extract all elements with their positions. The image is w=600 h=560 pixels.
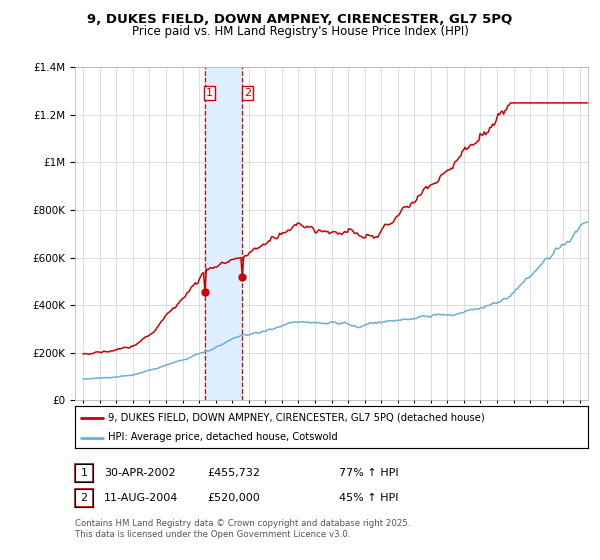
- Text: 2: 2: [244, 88, 251, 98]
- Text: Price paid vs. HM Land Registry's House Price Index (HPI): Price paid vs. HM Land Registry's House …: [131, 25, 469, 39]
- Text: 77% ↑ HPI: 77% ↑ HPI: [339, 468, 398, 478]
- Text: Contains HM Land Registry data © Crown copyright and database right 2025.
This d: Contains HM Land Registry data © Crown c…: [75, 519, 410, 539]
- Text: 1: 1: [80, 468, 88, 478]
- Text: HPI: Average price, detached house, Cotswold: HPI: Average price, detached house, Cots…: [109, 432, 338, 442]
- Text: 9, DUKES FIELD, DOWN AMPNEY, CIRENCESTER, GL7 5PQ (detached house): 9, DUKES FIELD, DOWN AMPNEY, CIRENCESTER…: [109, 413, 485, 423]
- Text: 45% ↑ HPI: 45% ↑ HPI: [339, 493, 398, 503]
- Text: £455,732: £455,732: [207, 468, 260, 478]
- Text: 30-APR-2002: 30-APR-2002: [104, 468, 175, 478]
- Text: 11-AUG-2004: 11-AUG-2004: [104, 493, 178, 503]
- Text: 9, DUKES FIELD, DOWN AMPNEY, CIRENCESTER, GL7 5PQ: 9, DUKES FIELD, DOWN AMPNEY, CIRENCESTER…: [88, 13, 512, 26]
- Text: £520,000: £520,000: [207, 493, 260, 503]
- Bar: [205, 67, 242, 400]
- Text: 1: 1: [206, 88, 213, 98]
- Text: 2: 2: [80, 493, 88, 503]
